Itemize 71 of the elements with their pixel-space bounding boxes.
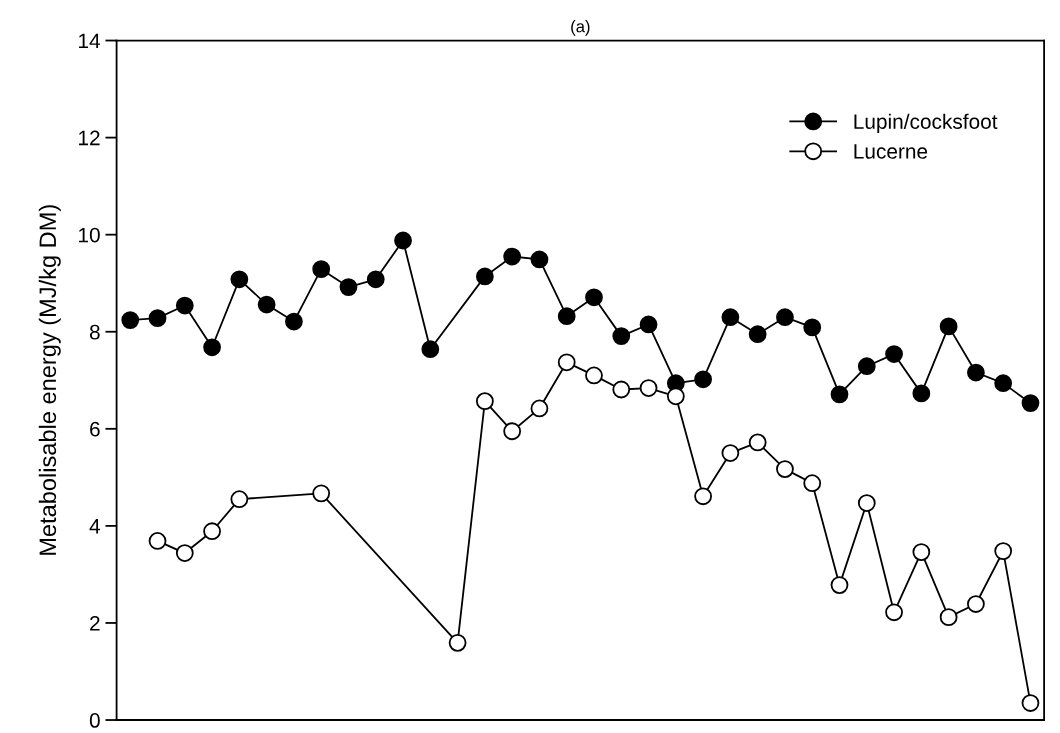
legend-label: Lupin/cocksfoot xyxy=(854,113,998,134)
point xyxy=(203,338,221,357)
point xyxy=(939,317,958,336)
point xyxy=(612,380,631,399)
y-tick-label: 12 xyxy=(79,130,100,146)
point xyxy=(885,345,903,363)
point xyxy=(1021,394,1040,412)
point xyxy=(148,309,167,328)
point xyxy=(585,366,603,385)
point xyxy=(503,422,522,441)
point xyxy=(203,522,221,541)
point xyxy=(721,444,740,462)
point xyxy=(748,325,767,344)
point xyxy=(803,318,822,337)
point xyxy=(530,250,549,269)
point xyxy=(912,384,931,403)
point xyxy=(285,312,303,331)
y-tick-label: 2 xyxy=(90,615,100,631)
point xyxy=(448,633,467,652)
point xyxy=(776,308,794,327)
point xyxy=(639,379,658,397)
y-tick-label: 8 xyxy=(89,324,100,340)
point xyxy=(394,231,412,250)
point xyxy=(939,608,958,627)
point xyxy=(230,270,249,289)
point xyxy=(912,543,931,561)
point xyxy=(557,353,576,372)
point xyxy=(694,487,712,506)
point xyxy=(339,278,358,296)
point xyxy=(721,308,740,327)
point xyxy=(475,267,494,286)
point xyxy=(1021,694,1040,712)
point xyxy=(585,288,603,307)
point xyxy=(475,392,494,411)
point xyxy=(421,340,440,359)
chart-title: (a) xyxy=(571,20,590,36)
legend-label: Lucerne xyxy=(854,144,928,159)
point xyxy=(830,576,849,594)
point xyxy=(857,357,876,376)
point xyxy=(557,307,576,326)
point xyxy=(312,484,331,503)
point xyxy=(503,247,522,266)
point xyxy=(257,295,276,314)
y-axis-title: Metabolisable energy (MJ/kg DM) xyxy=(38,205,61,555)
y-tick-label: 0 xyxy=(89,713,100,728)
point xyxy=(230,490,249,509)
point xyxy=(666,387,685,406)
point xyxy=(885,603,903,622)
point xyxy=(776,460,794,478)
point xyxy=(994,542,1013,561)
point xyxy=(830,385,849,404)
point xyxy=(857,494,876,512)
point xyxy=(312,260,331,279)
point xyxy=(967,595,985,613)
y-tick-label: 4 xyxy=(89,519,101,534)
point xyxy=(994,374,1013,393)
y-tick-label: 6 xyxy=(90,421,100,437)
point xyxy=(148,532,167,550)
point xyxy=(694,370,712,389)
point xyxy=(366,270,385,289)
point xyxy=(175,296,194,315)
point xyxy=(175,544,194,562)
y-tick-label: 14 xyxy=(79,33,101,49)
point xyxy=(612,327,631,346)
point xyxy=(967,363,985,382)
point xyxy=(803,474,822,493)
y-tick-label: 10 xyxy=(79,227,100,243)
point xyxy=(530,399,549,418)
point xyxy=(639,315,658,334)
point xyxy=(121,311,140,329)
point xyxy=(748,433,767,452)
